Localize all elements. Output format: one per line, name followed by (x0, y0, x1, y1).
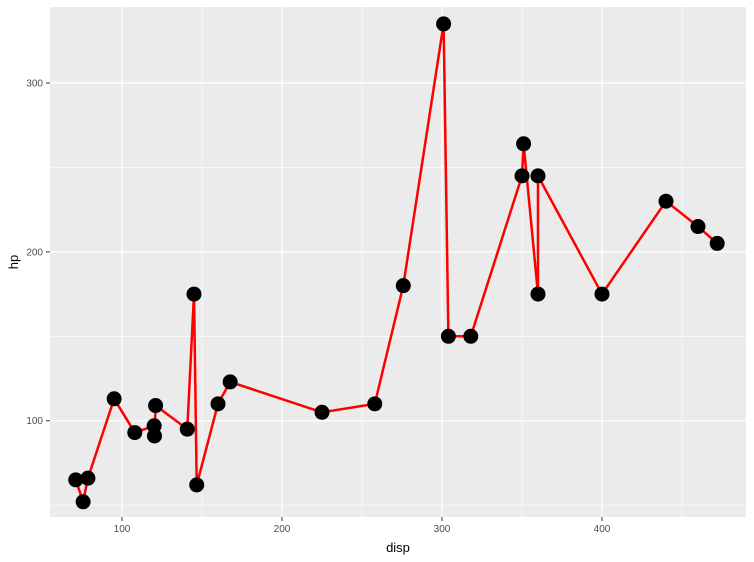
data-point (514, 168, 530, 184)
data-point (314, 404, 330, 420)
y-axis-ticks: 100 200 300 (26, 78, 50, 427)
data-point (463, 328, 479, 344)
data-point (367, 396, 383, 412)
y-tick-label: 300 (26, 78, 43, 89)
x-axis-ticks: 100 200 300 400 (114, 517, 611, 535)
x-axis-title: disp (386, 540, 410, 555)
data-point (106, 391, 122, 407)
y-tick-label: 200 (26, 247, 43, 258)
data-point (148, 398, 164, 414)
major-gridlines (50, 7, 746, 517)
data-point (709, 235, 725, 251)
data-point (658, 193, 674, 209)
x-tick-label: 400 (594, 524, 611, 535)
data-point (146, 428, 162, 444)
data-point (395, 278, 411, 294)
data-point (440, 328, 456, 344)
x-tick-label: 100 (114, 524, 131, 535)
data-point (186, 286, 202, 302)
series-points-group (68, 16, 725, 510)
data-point (516, 136, 532, 152)
data-point (594, 286, 610, 302)
data-point (436, 16, 452, 32)
minor-gridlines (50, 7, 746, 517)
data-point (530, 286, 546, 302)
x-tick-label: 300 (434, 524, 451, 535)
data-point (75, 494, 91, 510)
data-point (530, 168, 546, 184)
x-tick-label: 200 (274, 524, 291, 535)
data-point (179, 421, 195, 437)
data-point (68, 472, 84, 488)
data-point (127, 425, 143, 441)
data-point (210, 396, 226, 412)
data-point (189, 477, 205, 493)
data-point (690, 219, 706, 235)
plot-panel (50, 7, 746, 517)
y-tick-label: 100 (26, 416, 43, 427)
data-point (80, 470, 96, 486)
data-point (222, 374, 238, 390)
y-axis-title: hp (6, 255, 21, 269)
